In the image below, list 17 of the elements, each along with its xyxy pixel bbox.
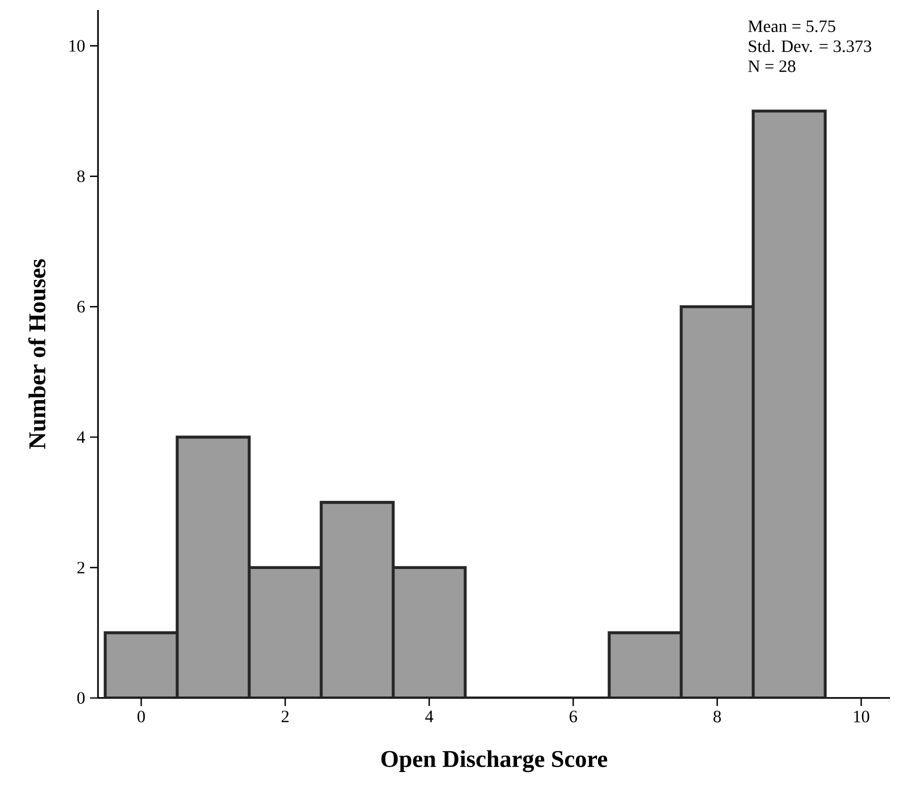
- annotation: Mean = 5.75: [748, 20, 836, 32]
- x-axis-title: Open Discharge Score: [381, 750, 608, 772]
- annotation: Std. Dev. = 3.373: [748, 40, 872, 52]
- y-tick-label: 6: [77, 300, 85, 313]
- annotation: N = 28: [748, 60, 796, 72]
- y-axis-title: Number of Houses: [28, 259, 46, 449]
- x-tick-label: 10: [854, 710, 870, 722]
- x-tick-label: 2: [282, 710, 289, 722]
- x-tick-label: 6: [570, 710, 578, 722]
- y-tick-label: 2: [77, 562, 84, 574]
- y-tick-label: 4: [76, 431, 86, 443]
- y-tick-label: 10: [69, 40, 85, 52]
- x-tick-label: 4: [425, 710, 434, 722]
- y-tick-label: 8: [77, 170, 85, 182]
- y-tick-label: 0: [77, 692, 85, 704]
- x-tick-label: 0: [138, 710, 145, 722]
- x-tick-label: 8: [714, 710, 721, 722]
